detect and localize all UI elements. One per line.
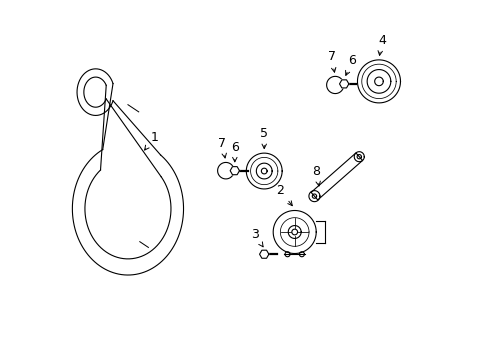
Polygon shape xyxy=(217,162,234,179)
Text: 5: 5 xyxy=(260,127,268,149)
Polygon shape xyxy=(259,250,268,258)
Polygon shape xyxy=(273,211,316,253)
Polygon shape xyxy=(326,76,343,94)
Polygon shape xyxy=(357,60,400,103)
Text: 3: 3 xyxy=(250,228,263,247)
Polygon shape xyxy=(353,152,364,162)
Text: 8: 8 xyxy=(311,165,320,186)
Text: 6: 6 xyxy=(345,54,356,75)
Polygon shape xyxy=(230,167,239,175)
Polygon shape xyxy=(308,190,319,202)
Polygon shape xyxy=(310,153,362,200)
Text: 2: 2 xyxy=(276,184,292,206)
Polygon shape xyxy=(246,153,282,189)
Polygon shape xyxy=(339,80,348,88)
Text: 4: 4 xyxy=(377,33,385,55)
Text: 7: 7 xyxy=(218,137,226,158)
Text: 1: 1 xyxy=(144,131,158,150)
Text: 6: 6 xyxy=(230,141,238,162)
Text: 7: 7 xyxy=(327,50,335,72)
